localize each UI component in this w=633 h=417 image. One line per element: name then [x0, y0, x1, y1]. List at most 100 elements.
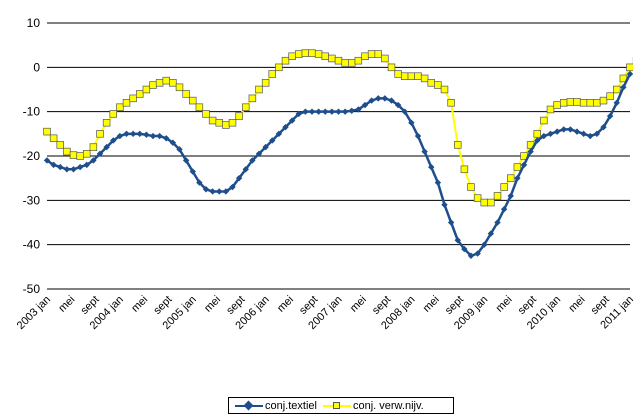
- data-point: [361, 101, 369, 109]
- data-point: [553, 101, 561, 109]
- data-point: [301, 49, 310, 57]
- data-point: [367, 50, 376, 58]
- data-point: [175, 83, 184, 92]
- series-line-1: [46, 52, 633, 204]
- legend-label-verw: conj. verw.nijv.: [352, 399, 424, 412]
- data-point: [102, 118, 111, 127]
- data-point: [454, 141, 462, 149]
- data-point: [540, 132, 548, 140]
- data-point: [122, 99, 131, 107]
- data-point: [420, 74, 429, 83]
- data-point: [208, 116, 217, 125]
- data-point: [467, 183, 475, 191]
- data-point: [215, 118, 224, 127]
- data-point: [57, 163, 64, 171]
- data-point: [493, 192, 502, 200]
- data-point: [335, 108, 342, 115]
- x-tick-label: mei: [348, 294, 369, 315]
- data-point: [341, 59, 349, 67]
- data-point: [83, 161, 90, 169]
- data-point: [593, 130, 601, 138]
- data-point: [229, 183, 236, 191]
- data-point: [560, 126, 567, 133]
- data-point: [553, 128, 561, 135]
- data-point: [559, 99, 568, 107]
- data-point: [315, 108, 322, 115]
- data-point: [328, 108, 336, 115]
- data-point: [580, 130, 587, 138]
- data-point: [50, 161, 57, 169]
- data-point: [474, 250, 481, 257]
- data-point: [63, 166, 71, 173]
- data-point: [441, 201, 448, 208]
- y-tick-label: -30: [23, 193, 41, 207]
- data-point: [169, 139, 177, 146]
- data-point: [533, 130, 541, 138]
- data-point: [156, 132, 163, 140]
- data-point: [527, 148, 534, 155]
- data-point: [182, 157, 190, 164]
- data-point: [341, 108, 349, 115]
- legend-symbol-verw: [322, 401, 351, 411]
- data-point: [546, 105, 555, 114]
- data-point: [606, 92, 614, 100]
- data-point: [169, 79, 177, 87]
- y-tick-label: 0: [33, 60, 40, 74]
- data-point: [612, 85, 621, 94]
- data-point: [348, 59, 356, 67]
- data-point: [282, 123, 289, 131]
- data-point: [620, 84, 627, 91]
- y-tick-label: -20: [23, 149, 41, 163]
- data-point: [63, 147, 71, 156]
- data-point: [288, 117, 296, 124]
- data-point: [394, 101, 402, 109]
- data-point: [454, 237, 461, 244]
- data-point: [110, 137, 117, 144]
- data-point: [70, 166, 77, 173]
- legend: conj.textiel conj. verw.nijv.: [228, 397, 454, 414]
- data-point: [242, 166, 249, 173]
- data-point: [43, 157, 51, 164]
- data-point: [163, 135, 170, 142]
- data-point: [368, 97, 375, 104]
- data-point: [334, 56, 343, 65]
- data-point: [314, 50, 323, 58]
- data-point: [222, 188, 230, 195]
- y-tick-label: -40: [23, 238, 41, 252]
- data-point: [182, 90, 190, 98]
- legend-item-textiel: conj.textiel: [235, 400, 317, 412]
- x-tick-label: 2003 jan: [15, 294, 53, 332]
- data-point: [494, 219, 501, 226]
- data-point: [514, 174, 521, 182]
- x-tick-label: mei: [275, 294, 296, 315]
- legend-symbol-textiel: [235, 400, 263, 411]
- data-point: [434, 81, 442, 89]
- data-point: [467, 252, 475, 259]
- data-point: [123, 130, 130, 138]
- data-point: [500, 206, 508, 213]
- data-point: [143, 131, 150, 138]
- data-point: [401, 72, 409, 80]
- data-point: [136, 130, 143, 138]
- data-point: [162, 76, 171, 85]
- data-point: [599, 96, 608, 105]
- data-point: [567, 126, 574, 133]
- data-point: [129, 130, 137, 138]
- data-point: [434, 179, 442, 186]
- data-point: [69, 151, 78, 159]
- data-point: [269, 137, 276, 144]
- data-point: [361, 52, 369, 60]
- data-point: [275, 130, 283, 138]
- data-point: [56, 141, 64, 149]
- data-point: [507, 174, 515, 182]
- x-tick-label: mei: [202, 294, 223, 315]
- data-point: [242, 103, 250, 111]
- y-axis-ticks: 10 0 -10 -20 -30 -40 -50: [23, 16, 41, 296]
- data-point: [43, 127, 51, 136]
- data-point: [461, 245, 468, 253]
- data-point: [262, 143, 269, 151]
- data-point: [534, 137, 541, 144]
- data-point: [473, 194, 482, 202]
- x-tick-label: mei: [129, 294, 150, 315]
- data-point: [520, 161, 528, 169]
